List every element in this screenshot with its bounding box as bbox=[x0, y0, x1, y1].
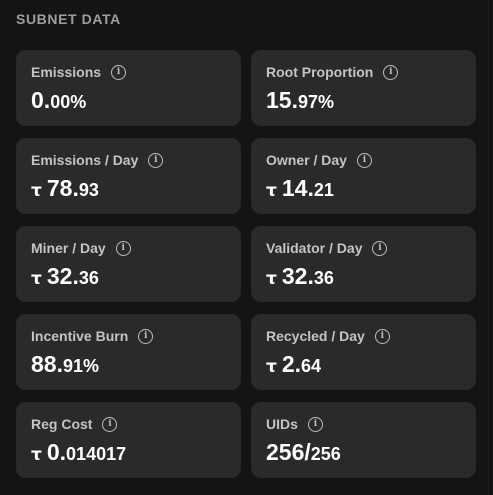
card-label: Emissions bbox=[31, 64, 102, 80]
card-value: τ 0. 014017 bbox=[31, 439, 226, 466]
value-fraction: 36 bbox=[313, 268, 334, 288]
value-integer: 0. bbox=[46, 439, 67, 465]
value-fraction: 00% bbox=[50, 92, 87, 112]
card-label: Reg Cost bbox=[31, 416, 93, 432]
value-integer: 256/ bbox=[266, 439, 311, 465]
card-miner-per-day: Miner / Day i τ 32. 36 bbox=[16, 226, 241, 302]
tao-symbol-icon: τ bbox=[266, 181, 277, 201]
info-icon[interactable]: i bbox=[374, 328, 390, 344]
card-value: τ 14. 21 bbox=[266, 175, 461, 202]
card-value: 15. 97% bbox=[266, 87, 461, 114]
value-integer: 32. bbox=[281, 263, 314, 289]
value-integer: 78. bbox=[46, 175, 79, 201]
value-fraction: 93 bbox=[78, 180, 99, 200]
card-value: 88. 91% bbox=[31, 351, 226, 378]
info-icon[interactable]: i bbox=[115, 240, 131, 256]
value-fraction: 014017 bbox=[66, 444, 127, 464]
card-value: τ 78. 93 bbox=[31, 175, 226, 202]
card-value: 256/ 256 bbox=[266, 439, 461, 466]
value-fraction: 64 bbox=[301, 356, 322, 376]
card-recycled-per-day: Recycled / Day i τ 2. 64 bbox=[251, 314, 476, 390]
card-emissions: Emissions i 0. 00% bbox=[16, 50, 241, 126]
card-label: Validator / Day bbox=[266, 240, 363, 256]
card-validator-per-day: Validator / Day i τ 32. 36 bbox=[251, 226, 476, 302]
value-integer: 32. bbox=[46, 263, 79, 289]
value-integer: 88. bbox=[31, 351, 63, 377]
info-icon[interactable]: i bbox=[383, 64, 399, 80]
value-fraction: 21 bbox=[313, 180, 334, 200]
card-root-proportion: Root Proportion i 15. 97% bbox=[251, 50, 476, 126]
value-fraction: 256 bbox=[310, 444, 341, 464]
info-icon[interactable]: i bbox=[148, 152, 164, 168]
card-value: τ 32. 36 bbox=[266, 263, 461, 290]
tao-symbol-icon: τ bbox=[31, 181, 42, 201]
info-icon[interactable]: i bbox=[138, 328, 154, 344]
tao-symbol-icon: τ bbox=[31, 445, 42, 465]
value-fraction: 36 bbox=[78, 268, 99, 288]
card-label: Recycled / Day bbox=[266, 328, 365, 344]
card-incentive-burn: Incentive Burn i 88. 91% bbox=[16, 314, 241, 390]
card-reg-cost: Reg Cost i τ 0. 014017 bbox=[16, 402, 241, 478]
card-emissions-per-day: Emissions / Day i τ 78. 93 bbox=[16, 138, 241, 214]
info-icon[interactable]: i bbox=[372, 240, 388, 256]
tao-symbol-icon: τ bbox=[266, 357, 277, 377]
value-integer: 0. bbox=[31, 87, 51, 113]
value-integer: 15. bbox=[266, 87, 298, 113]
metrics-grid: Emissions i 0. 00% Root Proportion i 15.… bbox=[16, 50, 476, 478]
card-label: Root Proportion bbox=[266, 64, 374, 80]
value-fraction: 97% bbox=[297, 92, 335, 112]
card-value: 0. 00% bbox=[31, 87, 226, 114]
tao-symbol-icon: τ bbox=[31, 269, 42, 289]
card-owner-per-day: Owner / Day i τ 14. 21 bbox=[251, 138, 476, 214]
card-label: Incentive Burn bbox=[31, 328, 129, 344]
value-integer: 2. bbox=[281, 351, 302, 377]
value-integer: 14. bbox=[281, 175, 314, 201]
card-value: τ 32. 36 bbox=[31, 263, 226, 290]
card-label: Emissions / Day bbox=[31, 152, 139, 168]
card-label: Miner / Day bbox=[31, 240, 106, 256]
card-label: Owner / Day bbox=[266, 152, 347, 168]
section-title: SUBNET DATA bbox=[16, 11, 121, 27]
tao-symbol-icon: τ bbox=[266, 269, 277, 289]
card-uids: UIDs i 256/ 256 bbox=[251, 402, 476, 478]
value-fraction: 91% bbox=[62, 356, 100, 376]
info-icon[interactable]: i bbox=[102, 416, 118, 432]
info-icon[interactable]: i bbox=[307, 416, 323, 432]
info-icon[interactable]: i bbox=[111, 64, 127, 80]
card-label: UIDs bbox=[266, 416, 298, 432]
info-icon[interactable]: i bbox=[356, 152, 372, 168]
card-value: τ 2. 64 bbox=[266, 351, 461, 378]
